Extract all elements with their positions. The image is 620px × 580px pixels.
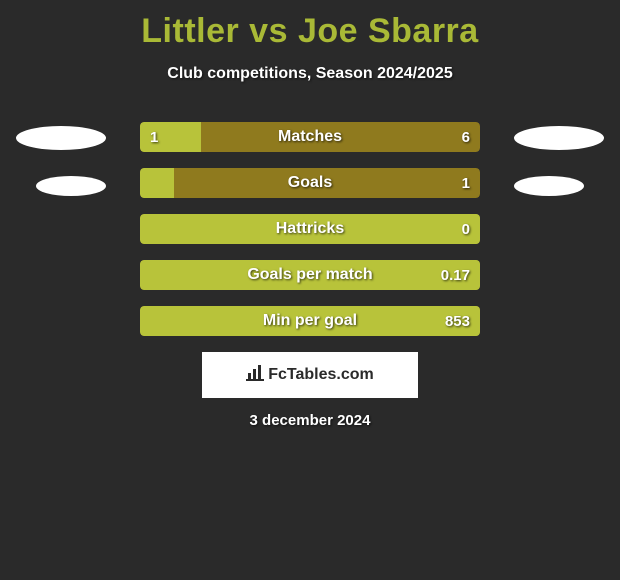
bar-label: Goals per match (140, 260, 480, 290)
bar-value-right: 853 (445, 306, 470, 336)
player-left-photo-2 (36, 176, 106, 196)
bar-value-right: 0 (462, 214, 470, 244)
subtitle: Club competitions, Season 2024/2025 (0, 65, 620, 83)
stat-bar: Hattricks0 (140, 214, 480, 244)
page-title: Littler vs Joe Sbarra (0, 0, 620, 51)
stat-bar: Goals1 (140, 168, 480, 198)
comparison-card: Littler vs Joe Sbarra Club competitions,… (0, 0, 620, 580)
stat-bar: 1Matches6 (140, 122, 480, 152)
bar-label: Goals (140, 168, 480, 198)
stat-bar: Min per goal853 (140, 306, 480, 336)
stat-bar: Goals per match0.17 (140, 260, 480, 290)
bar-value-right: 6 (462, 122, 470, 152)
date-label: 3 december 2024 (0, 412, 620, 429)
brand-text: FcTables.com (268, 366, 374, 384)
chart-icon (246, 365, 264, 386)
brand-label: FcTables.com (246, 365, 374, 386)
bar-label: Hattricks (140, 214, 480, 244)
bar-value-right: 0.17 (441, 260, 470, 290)
stat-bars: 1Matches6Goals1Hattricks0Goals per match… (140, 122, 480, 352)
bar-label: Matches (140, 122, 480, 152)
player-right-photo-1 (514, 126, 604, 150)
player-right-photo-2 (514, 176, 584, 196)
brand-box[interactable]: FcTables.com (202, 352, 418, 398)
player-left-photo-1 (16, 126, 106, 150)
bar-value-right: 1 (462, 168, 470, 198)
bar-label: Min per goal (140, 306, 480, 336)
